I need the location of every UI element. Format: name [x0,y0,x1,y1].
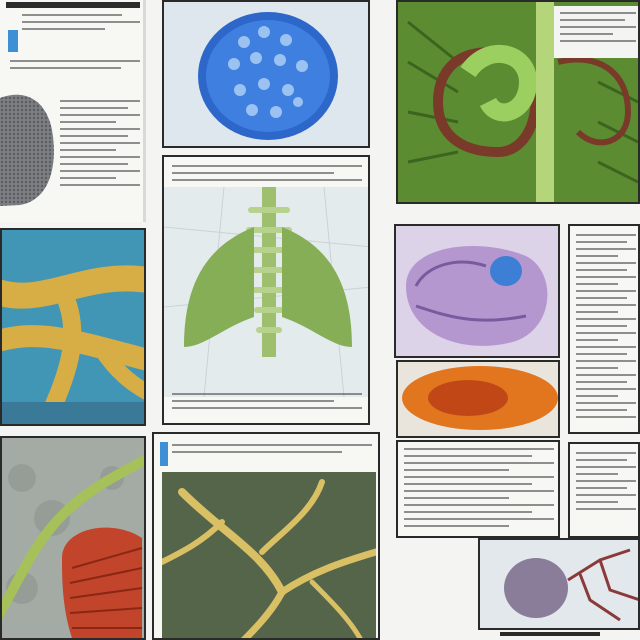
yellow-branches-dark-illustration [162,472,376,638]
purple-cell-section-tile [394,224,560,358]
purple-cell-illustration [396,226,558,356]
grey-organ-page-tile [0,0,146,222]
orange-organ-tile [396,360,560,438]
yellow-branches-blue-tile [0,228,146,426]
green-ribcage-illustration [164,187,368,397]
sphere-vessels-illustration [480,540,638,628]
tissue-gills-illustration [2,438,144,638]
blue-marker [160,442,168,466]
text-page-small-tile [568,442,640,538]
text-page-mid-tile [396,440,560,538]
orange-organ-illustration [398,362,558,436]
green-lung-illustration [398,2,638,202]
blank-page-area [396,540,474,640]
bottom-edge-bar [500,632,600,636]
grey-organ-illustration [0,94,54,206]
blue-cell-cluster-tile [162,0,370,148]
grey-tissue-red-gills-tile [0,436,146,640]
green-lung-illustration-tile [396,0,640,204]
page-header-bar [6,2,140,8]
blue-cell-illustration [164,2,368,146]
yellow-branches-illustration [2,230,144,424]
text-page-right-tile [568,224,640,434]
yellow-branches-dark-tile [152,432,380,640]
blue-marker [8,30,18,52]
green-ribcage-page-tile [162,155,370,425]
purple-sphere-vessels-tile [478,538,640,630]
